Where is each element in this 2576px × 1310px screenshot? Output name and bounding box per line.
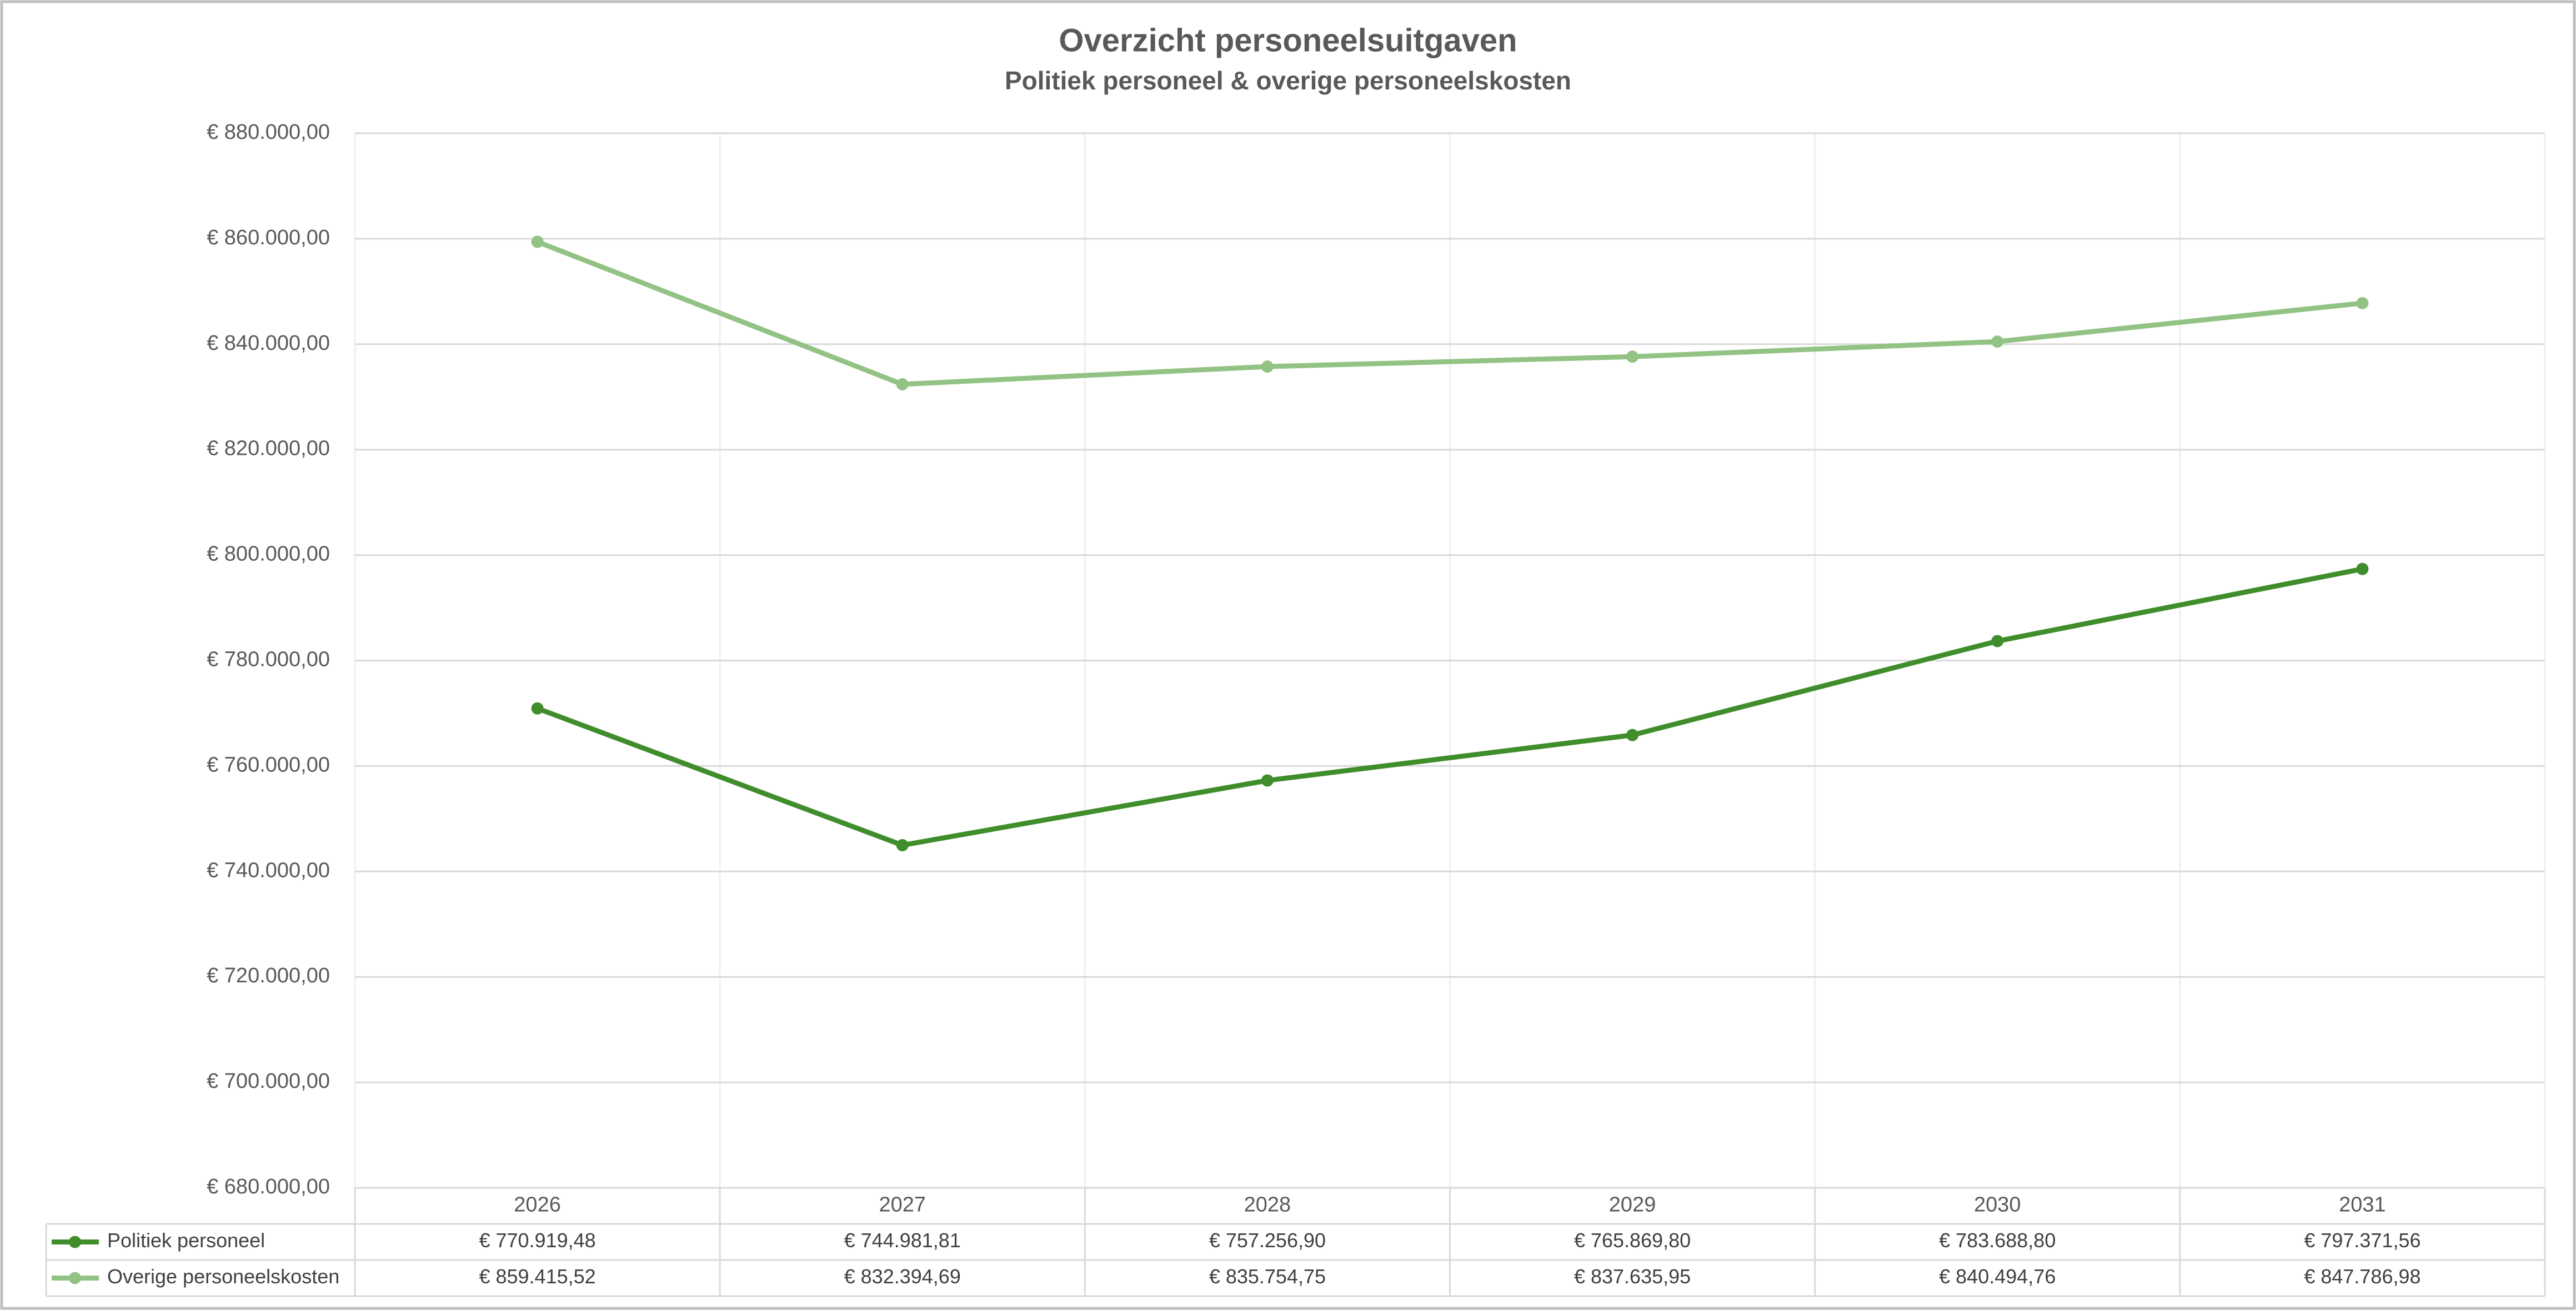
x-tick-label: 2028 — [1244, 1193, 1291, 1217]
y-tick-label: € 720.000,00 — [207, 964, 330, 987]
y-tick-label: € 860.000,00 — [207, 226, 330, 249]
y-tick-label: € 820.000,00 — [207, 437, 330, 460]
table-value: € 765.869,80 — [1574, 1229, 1691, 1252]
legend-label: Politiek personeel — [107, 1229, 265, 1252]
y-tick-label: € 840.000,00 — [207, 332, 330, 355]
y-tick-label: € 680.000,00 — [207, 1175, 330, 1198]
data-point — [2356, 297, 2369, 309]
table-value: € 770.919,48 — [479, 1229, 595, 1252]
table-value: € 847.786,98 — [2304, 1265, 2420, 1288]
table-value: € 797.371,56 — [2304, 1229, 2420, 1252]
x-tick-label: 2029 — [1609, 1193, 1656, 1217]
series-line — [537, 566, 2363, 848]
y-tick-label: € 880.000,00 — [207, 121, 330, 144]
x-tick-label: 2026 — [514, 1193, 561, 1217]
data-point — [1261, 360, 1274, 373]
table-value: € 837.635,95 — [1574, 1265, 1691, 1288]
table-value: € 832.394,69 — [844, 1265, 961, 1288]
x-tick-label: 2027 — [879, 1193, 926, 1217]
table-value: € 840.494,76 — [1939, 1265, 2056, 1288]
legend-label: Overige personeelskosten — [107, 1265, 339, 1288]
y-tick-label: € 780.000,00 — [207, 648, 330, 671]
data-point — [531, 235, 544, 248]
legend-marker — [69, 1272, 81, 1284]
x-tick-label: 2030 — [1974, 1193, 2021, 1217]
data-point — [1991, 635, 2004, 648]
data-point — [531, 702, 544, 715]
table-value: € 757.256,90 — [1209, 1229, 1326, 1252]
y-tick-label: € 760.000,00 — [207, 753, 330, 776]
table-value: € 859.415,52 — [479, 1265, 595, 1288]
x-tick-label: 2031 — [2339, 1193, 2386, 1217]
y-tick-label: € 700.000,00 — [207, 1070, 330, 1093]
chart-title: Overzicht personeelsuitgaven — [1059, 22, 1517, 58]
chart-subtitle: Politiek personeel & overige personeelsk… — [1005, 66, 1571, 95]
data-point — [1261, 774, 1274, 787]
series-line — [536, 239, 2363, 387]
table-value: € 835.754,75 — [1209, 1265, 1326, 1288]
data-point — [896, 378, 909, 391]
table-value: € 744.981,81 — [844, 1229, 961, 1252]
legend-marker — [69, 1236, 81, 1248]
data-point — [896, 839, 909, 851]
data-point — [1626, 350, 1639, 363]
table-value: € 783.688,80 — [1939, 1229, 2056, 1252]
data-point — [2356, 563, 2369, 575]
data-point — [1626, 729, 1639, 741]
data-point — [1991, 335, 2004, 348]
y-tick-label: € 800.000,00 — [207, 543, 330, 566]
y-tick-label: € 740.000,00 — [207, 859, 330, 882]
